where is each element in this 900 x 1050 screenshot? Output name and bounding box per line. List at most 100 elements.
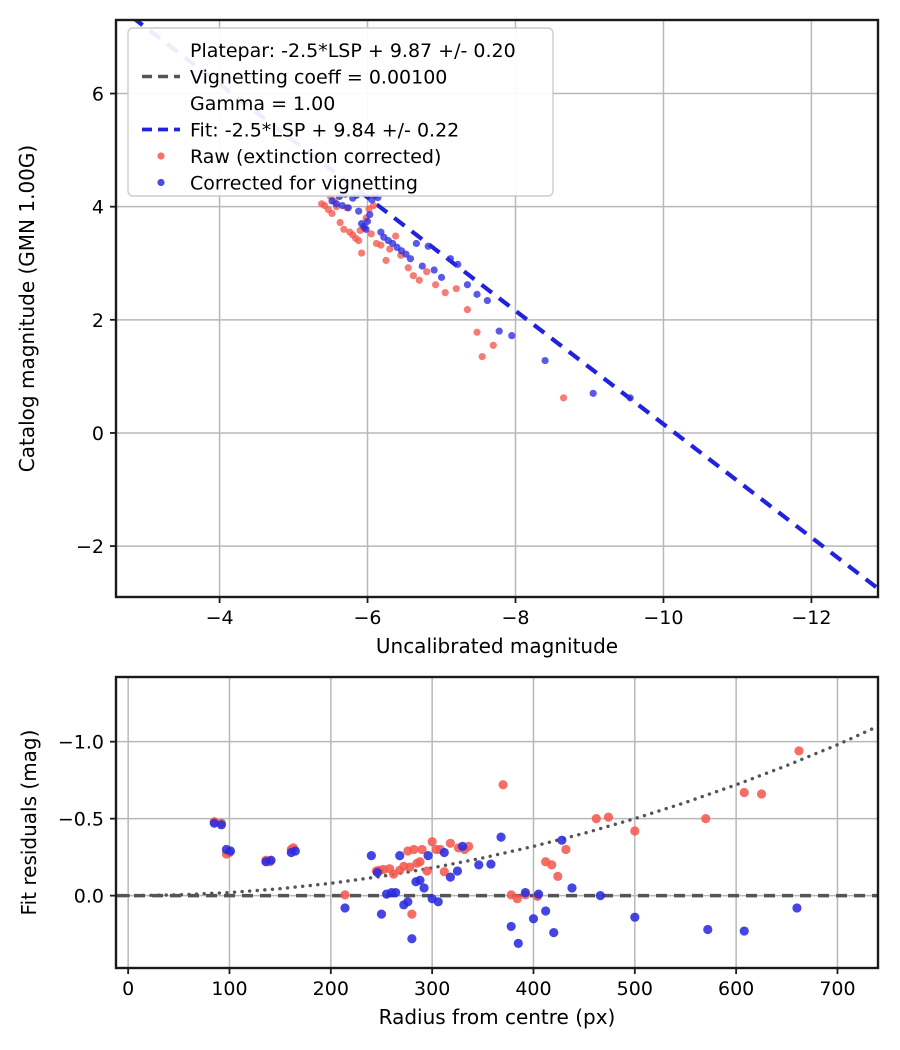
data-point — [549, 927, 559, 938]
data-point — [395, 851, 405, 861]
data-point — [344, 204, 352, 212]
data-point — [433, 897, 443, 907]
x-tick-label: −8 — [501, 607, 529, 629]
data-point — [419, 883, 429, 893]
data-point — [412, 239, 420, 248]
data-point — [402, 250, 410, 258]
data-point — [756, 789, 767, 799]
data-point — [567, 883, 577, 893]
legend-entry-label: Gamma = 1.00 — [190, 93, 335, 115]
data-point — [362, 225, 370, 233]
data-point — [506, 921, 516, 932]
data-point — [403, 897, 413, 907]
legend-entry-label: Raw (extinction corrected) — [190, 146, 441, 168]
data-point — [336, 218, 344, 227]
x-tick-label: 700 — [819, 978, 855, 1000]
axes-frame — [114, 675, 880, 970]
data-point — [363, 217, 372, 225]
x-tick-label: 600 — [718, 978, 754, 1000]
data-point — [595, 891, 605, 901]
data-point — [474, 860, 484, 870]
data-point — [423, 268, 431, 276]
data-point — [430, 266, 438, 274]
data-point — [409, 844, 419, 855]
x-tick-label: −4 — [206, 607, 234, 629]
data-point — [452, 285, 460, 293]
y-tick-label: −2 — [76, 536, 104, 558]
axes-frame — [114, 18, 880, 599]
data-point — [541, 356, 549, 365]
data-point — [533, 889, 544, 899]
legend-entry: Fit: -2.5*LSP + 9.84 +/- 0.22 — [142, 120, 459, 142]
data-point — [513, 938, 523, 948]
data-point — [703, 924, 713, 935]
data-point — [520, 887, 530, 898]
data-point — [794, 746, 804, 756]
data-point — [561, 844, 571, 855]
x-tick-label: 500 — [617, 978, 653, 1000]
data-point — [415, 875, 425, 885]
data-point — [340, 890, 350, 900]
data-point — [591, 814, 601, 824]
data-point — [439, 867, 449, 877]
y-tick-label: −1.0 — [58, 732, 104, 754]
data-point — [463, 306, 472, 314]
x-axis-label-radius: Radius from centre (px) — [379, 1005, 616, 1029]
y-tick-label: −0.5 — [58, 809, 104, 831]
data-point — [376, 909, 387, 919]
y-tick-label: 0.0 — [74, 886, 104, 908]
data-point — [441, 289, 449, 297]
x-tick-label: −6 — [354, 607, 382, 629]
data-point — [512, 894, 522, 904]
data-point — [328, 209, 336, 218]
data-point — [386, 245, 394, 253]
data-point — [407, 909, 417, 919]
data-point — [432, 281, 440, 289]
tick-layer: 0 100 200 300 400 500 600 700 0.0 −0.5 −1.0 — [58, 732, 856, 1000]
data-point — [496, 832, 506, 842]
data-point — [382, 256, 390, 265]
data-point — [427, 837, 437, 847]
data-point — [445, 872, 455, 882]
plot-background — [116, 677, 878, 968]
legend-entry-label: Vignetting coeff = 0.00100 — [190, 67, 447, 89]
y-axis-label-catalog-magnitude: Catalog magnitude (GMN 1.00G) — [15, 145, 39, 472]
data-point — [366, 851, 376, 861]
x-axis-label-uncalibrated-magnitude: Uncalibrated magnitude — [376, 634, 618, 658]
legend-entry: Raw (extinction corrected) — [157, 146, 441, 168]
data-point — [559, 394, 568, 402]
data-point — [478, 352, 486, 361]
x-tick-label: −10 — [643, 607, 683, 629]
data-point — [417, 844, 427, 855]
data-point — [528, 914, 539, 924]
data-point — [340, 225, 348, 233]
data-point — [553, 871, 563, 881]
legend-entry-label: Platepar: -2.5*LSP + 9.87 +/- 0.20 — [190, 40, 516, 62]
data-point — [424, 242, 432, 250]
data-point — [415, 857, 425, 867]
data-point — [405, 862, 415, 872]
data-point — [445, 838, 455, 848]
x-tick-label: 200 — [313, 978, 349, 1000]
legend-entry-label: Corrected for vignetting — [190, 173, 418, 195]
legend-entry: Gamma = 1.00 — [190, 93, 335, 115]
data-point — [457, 841, 468, 851]
x-tick-label: 300 — [414, 978, 450, 1000]
data-point — [541, 906, 551, 916]
legend-marker-red-dot — [157, 152, 165, 160]
data-point — [508, 332, 516, 340]
data-point — [415, 276, 423, 284]
y-tick-label: 4 — [92, 197, 104, 219]
data-point — [557, 835, 567, 845]
series-corrected — [328, 190, 634, 402]
data-point — [437, 273, 446, 281]
data-point — [626, 394, 634, 402]
data-point — [739, 926, 749, 936]
y-axis-label-fit-residuals: Fit residuals (mag) — [17, 730, 41, 916]
data-point — [332, 200, 341, 208]
data-point — [338, 201, 346, 210]
data-point — [418, 262, 426, 270]
data-point — [486, 859, 496, 869]
data-point — [225, 846, 236, 856]
data-point — [473, 290, 481, 298]
